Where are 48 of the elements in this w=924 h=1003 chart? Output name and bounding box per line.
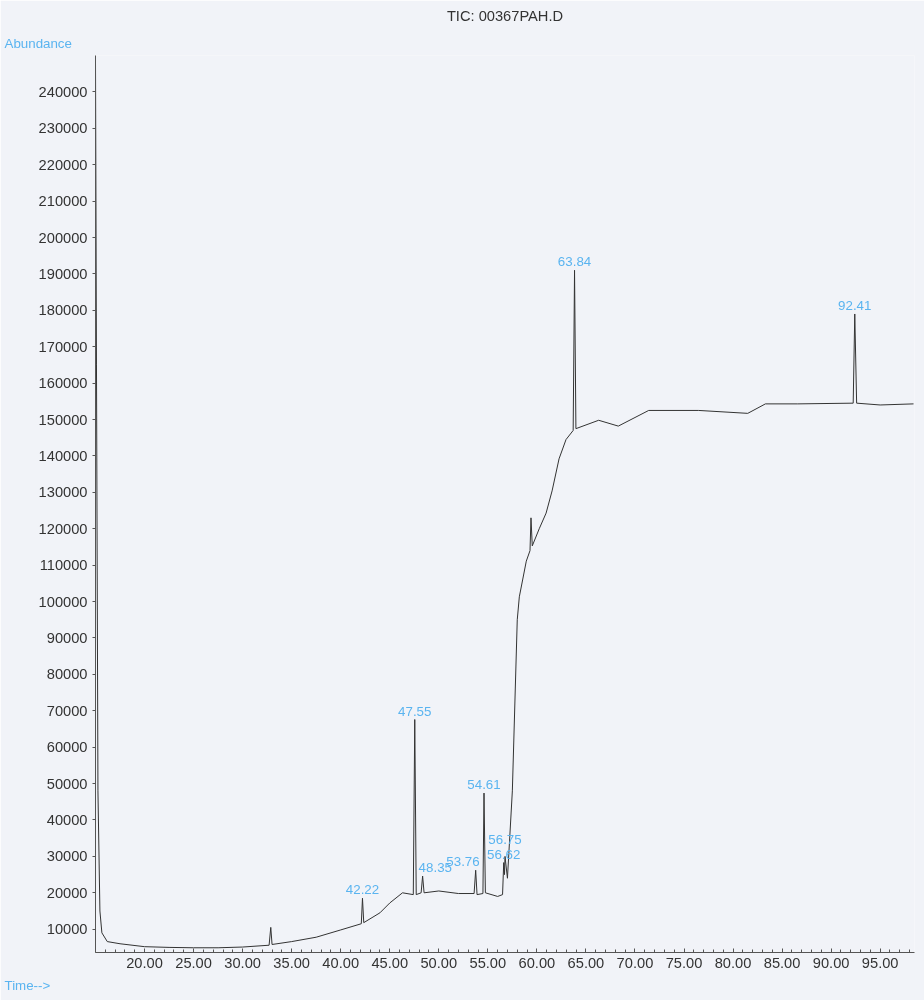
x-axis-title: Time--> <box>4 977 51 993</box>
x-tick-label: 50.00 <box>420 954 458 971</box>
y-tick-label: 160000 <box>38 375 88 392</box>
x-tick-label: 65.00 <box>567 954 605 971</box>
y-tick-label: 150000 <box>38 411 88 428</box>
y-tick-label: 110000 <box>39 557 88 574</box>
x-tick-label: 30.00 <box>224 954 261 971</box>
y-tick-label: 240000 <box>38 83 88 100</box>
y-tick-label: 80000 <box>46 666 88 683</box>
x-tick-label: 95.00 <box>861 954 899 971</box>
x-tick-label: 40.00 <box>322 954 360 971</box>
y-tick-label: 10000 <box>46 921 88 938</box>
y-tick-label: 130000 <box>38 484 88 501</box>
y-tick-label: 220000 <box>38 156 88 173</box>
y-tick-label: 90000 <box>46 629 88 646</box>
annotation: 54.61 <box>467 777 501 793</box>
x-tick-label: 90.00 <box>812 954 850 971</box>
annotation: 47.55 <box>398 703 432 719</box>
x-tick-label: 55.00 <box>469 954 507 971</box>
y-tick-label: 50000 <box>46 775 88 792</box>
y-axis-title: Abundance <box>4 35 72 51</box>
x-tick-label: 70.00 <box>616 954 654 971</box>
y-tick-label: 200000 <box>38 229 88 246</box>
y-tick-label: 140000 <box>38 447 88 464</box>
y-tick-label: 30000 <box>46 848 88 865</box>
x-tick-label: 45.00 <box>371 954 409 971</box>
annotation: 63.84 <box>557 254 592 270</box>
y-tick-label: 210000 <box>38 193 88 210</box>
y-tick-label: 230000 <box>38 120 88 137</box>
y-tick-label: 120000 <box>38 520 88 537</box>
annotation: 92.41 <box>838 297 872 313</box>
y-tick-label: 100000 <box>38 593 88 610</box>
x-tick-label: 85.00 <box>763 954 801 971</box>
x-tick-label: 80.00 <box>714 954 752 971</box>
chart-title: TIC: 00367PAH.D <box>446 7 564 24</box>
x-tick-label: 75.00 <box>665 954 703 971</box>
y-tick-label: 190000 <box>38 265 88 282</box>
x-tick-label: 35.00 <box>273 954 311 971</box>
y-tick-label: 20000 <box>46 884 88 901</box>
y-tick-label: 70000 <box>46 702 88 719</box>
x-tick-label: 60.00 <box>518 954 556 971</box>
annotation: 42.22 <box>345 882 380 898</box>
y-tick-label: 40000 <box>46 811 88 828</box>
x-tick-label: 20.00 <box>126 954 163 971</box>
y-tick-label: 60000 <box>46 739 88 756</box>
x-tick-label: 25.00 <box>175 954 212 971</box>
y-tick-label: 180000 <box>38 302 88 319</box>
y-tick-label: 170000 <box>38 338 88 355</box>
